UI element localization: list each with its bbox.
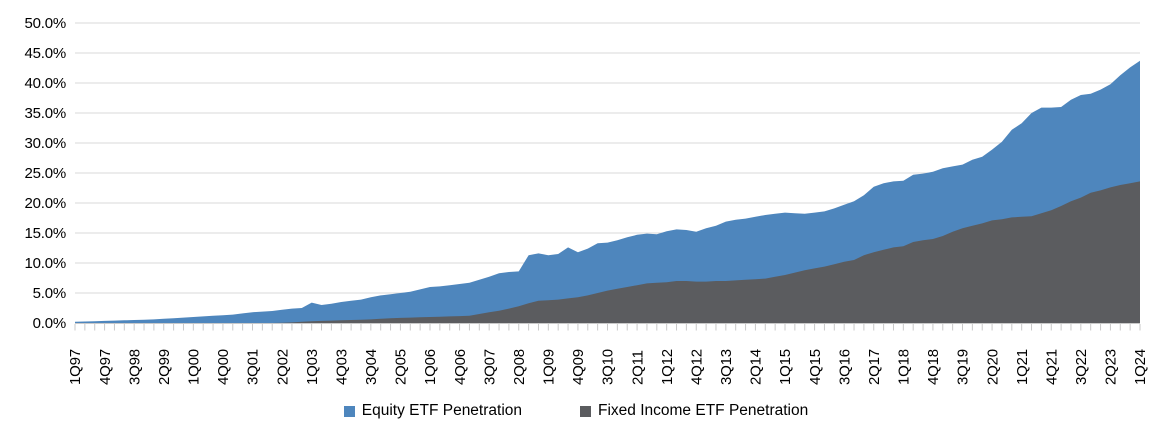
x-axis-tick-label: 1Q18: [896, 349, 913, 385]
x-axis-tick-label: 1Q12: [659, 349, 676, 385]
y-axis-tick-label: 10.0%: [24, 255, 66, 272]
x-axis-tick-label: 2Q08: [511, 349, 528, 385]
x-axis-tick-label: 3Q13: [718, 349, 735, 385]
x-axis-tick-label: 3Q19: [955, 349, 972, 385]
x-axis-tick-label: 3Q98: [126, 349, 143, 385]
x-axis-labels: 1Q97 4Q97 3Q98 2Q99 1Q00 4Q00 3Q01 2Q02 1Q03 4Q03…: [67, 349, 1149, 385]
x-axis-tick-label: 2Q11: [629, 350, 646, 385]
legend-swatch-fixed-income-icon: [580, 405, 592, 417]
x-axis-tick-label: 4Q03: [333, 349, 350, 385]
x-axis-tick-label: 1Q24: [1132, 349, 1149, 385]
y-axis-tick-label: 20.0%: [24, 195, 66, 212]
x-axis-tick-label: 4Q12: [688, 349, 705, 385]
x-axis-tick-label: 2Q02: [274, 349, 291, 385]
x-axis-tick-label: 4Q15: [807, 349, 824, 385]
x-axis-tick-label: 3Q10: [600, 349, 617, 385]
x-axis-tick-label: 3Q01: [245, 349, 262, 385]
x-axis-tick-label: 1Q09: [541, 349, 558, 385]
x-axis-tick-label: 2Q23: [1103, 349, 1120, 385]
x-axis-tick-label: 4Q21: [1043, 349, 1060, 385]
area-series: [75, 60, 1140, 324]
y-axis-tick-label: 40.0%: [24, 75, 66, 92]
x-axis-tick-label: 2Q17: [866, 349, 883, 385]
legend-item-fixed-income: Fixed Income ETF Penetration: [580, 402, 808, 420]
x-axis-tick-label: 4Q00: [215, 349, 232, 385]
legend-label-equity: Equity ETF Penetration: [361, 402, 523, 419]
x-axis-tick-label: 2Q20: [984, 349, 1001, 385]
x-axis-tick-label: 3Q22: [1073, 349, 1090, 385]
y-axis-tick-label: 50.0%: [24, 15, 66, 32]
y-axis-tick-label: 25.0%: [24, 165, 66, 182]
x-axis-tick-label: 2Q99: [156, 349, 173, 385]
x-axis-tick-label: 1Q03: [304, 349, 321, 385]
gridlines: [75, 22, 1140, 324]
y-axis-tick-label: 35.0%: [24, 105, 66, 122]
x-axis-tick-label: 3Q04: [363, 349, 380, 385]
x-axis-tick-label: 1Q00: [186, 349, 203, 385]
x-axis-tick-label: 2Q05: [393, 349, 410, 385]
y-axis-tick-label: 30.0%: [24, 135, 66, 152]
x-axis-tick-label: 4Q09: [570, 349, 587, 385]
x-axis-tick-label: 1Q21: [1014, 349, 1031, 385]
legend-item-equity: Equity ETF Penetration: [343, 402, 523, 420]
x-axis-tick-label: 1Q06: [422, 349, 439, 385]
x-axis-ticks: [74, 323, 1141, 331]
y-axis-tick-label: 0.0%: [33, 315, 66, 332]
x-axis-tick-label: 1Q15: [777, 349, 794, 385]
x-axis-tick-label: 4Q97: [97, 349, 114, 385]
x-axis-tick-label: 4Q06: [452, 349, 469, 385]
legend-label-fixed-income: Fixed Income ETF Penetration: [598, 402, 809, 419]
y-axis-tick-label: 15.0%: [24, 225, 66, 242]
y-axis-tick-label: 45.0%: [24, 45, 66, 62]
fixed-income-area-series: [75, 181, 1140, 323]
legend-swatch-equity-icon: [343, 405, 355, 417]
x-axis-tick-label: 4Q18: [925, 349, 942, 385]
x-axis-tick-label: 2Q14: [748, 349, 765, 385]
y-axis-tick-label: 5.0%: [33, 285, 66, 302]
legend: Equity ETF Penetration Fixed Income ETF …: [0, 402, 1152, 420]
y-axis-labels: 0.0% 5.0% 10.0% 15.0% 20.0% 25.0% 30.0% 35.0% 40…: [24, 15, 66, 332]
x-axis-tick-label: 1Q97: [67, 349, 84, 385]
x-axis-tick-label: 3Q16: [836, 349, 853, 385]
x-axis-tick-label: 3Q07: [481, 349, 498, 385]
